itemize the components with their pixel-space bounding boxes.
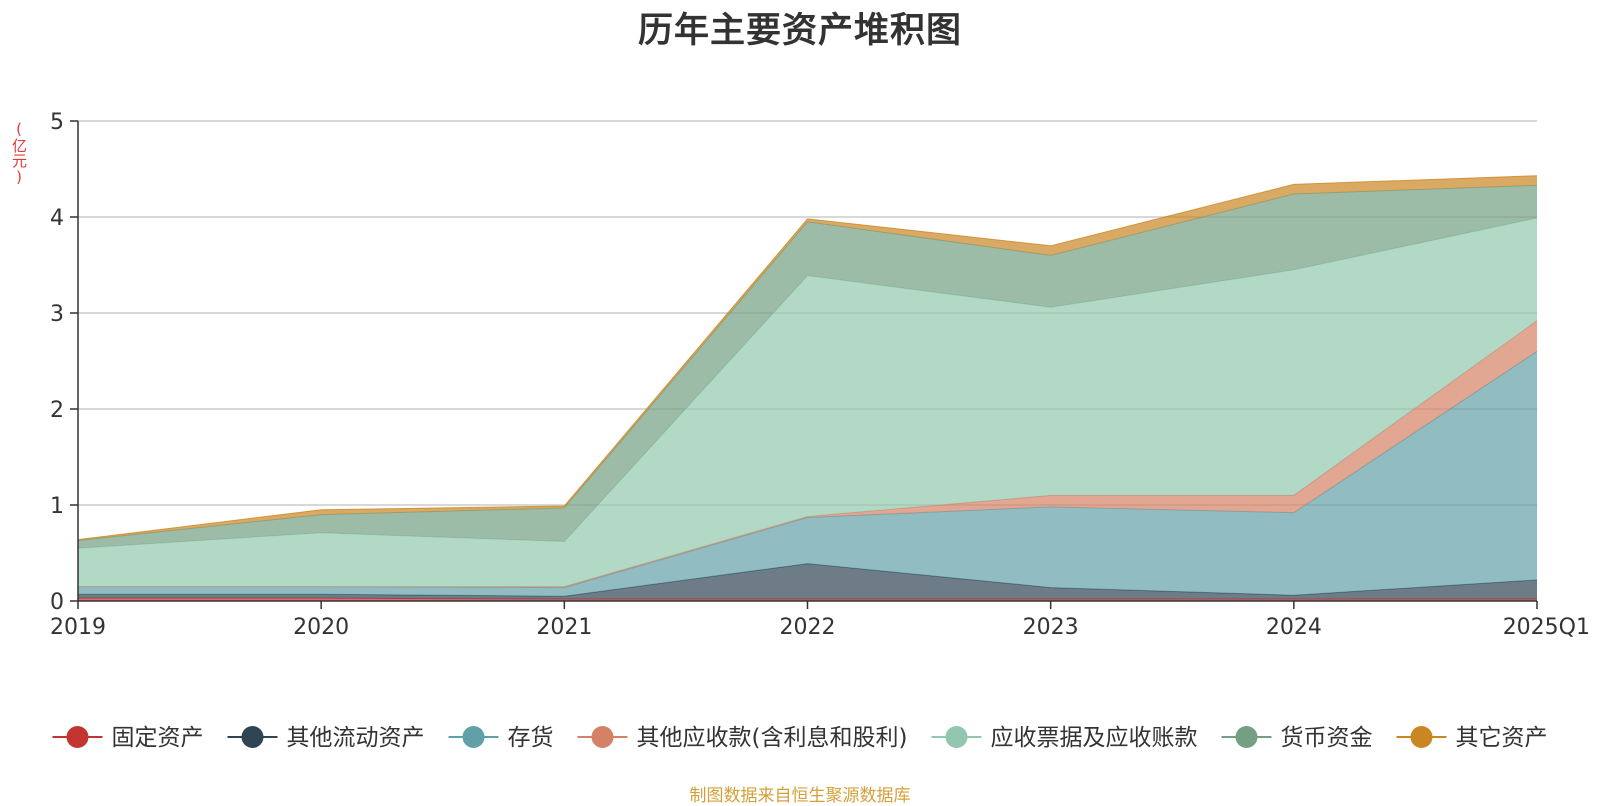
area-series-4 bbox=[78, 218, 1537, 587]
y-tick-label: 4 bbox=[50, 206, 64, 231]
legend-item-3[interactable]: 其他应收款(含利息和股利) bbox=[577, 725, 908, 751]
y-tick-label: 2 bbox=[50, 398, 64, 423]
area-series-5 bbox=[78, 185, 1537, 549]
source-note: 制图数据来自恒生聚源数据库 bbox=[689, 786, 911, 806]
legend-label: 其他应收款(含利息和股利) bbox=[637, 725, 908, 751]
x-tick-label: 2020 bbox=[293, 615, 349, 640]
x-tick-label: 2021 bbox=[536, 615, 592, 640]
legend-marker bbox=[66, 726, 89, 748]
y-tick-label: 1 bbox=[50, 494, 64, 519]
legend-item-5[interactable]: 货币资金 bbox=[1221, 725, 1373, 751]
area-series-2 bbox=[78, 351, 1537, 597]
legend-marker bbox=[945, 726, 968, 748]
y-tick-label: 3 bbox=[50, 302, 64, 327]
x-tick-label: 2023 bbox=[1023, 615, 1079, 640]
area-series-1 bbox=[78, 563, 1537, 600]
y-tick-label: 0 bbox=[50, 590, 64, 615]
legend[interactable]: 固定资产 其他流动资产 存货 其他应收款(含利息和股利) 应收票据及应收账款 货币资金 其它… bbox=[52, 725, 1548, 751]
series-line-6 bbox=[77, 175, 1538, 541]
legend-marker bbox=[591, 726, 614, 748]
area-series bbox=[77, 175, 1538, 601]
legend-item-2[interactable]: 存货 bbox=[448, 725, 554, 751]
legend-marker bbox=[1410, 726, 1433, 748]
chart-title: 历年主要资产堆积图 bbox=[637, 11, 962, 51]
y-tick-label: 5 bbox=[50, 110, 64, 135]
legend-marker bbox=[462, 726, 485, 748]
x-tick-label: 2024 bbox=[1266, 615, 1322, 640]
legend-item-6[interactable]: 其它资产 bbox=[1396, 725, 1548, 751]
legend-item-4[interactable]: 应收票据及应收账款 bbox=[931, 725, 1198, 751]
legend-label: 应收票据及应收账款 bbox=[991, 725, 1198, 751]
axes: 0 1 2 3 4 5 2019 2020 2021 2022 2023 2024 2025Q1 bbox=[50, 110, 1590, 640]
x-tick-label: 2022 bbox=[780, 615, 836, 640]
y-axis-unit-label: (亿元) bbox=[10, 120, 28, 186]
legend-label: 其它资产 bbox=[1456, 725, 1548, 751]
legend-label: 存货 bbox=[508, 725, 554, 751]
legend-label: 货币资金 bbox=[1281, 725, 1373, 751]
x-tick-label: 2019 bbox=[50, 615, 106, 640]
legend-label: 固定资产 bbox=[112, 725, 204, 751]
legend-item-1[interactable]: 其他流动资产 bbox=[227, 725, 425, 751]
legend-label: 其他流动资产 bbox=[287, 725, 425, 751]
x-tick-label: 2025Q1 bbox=[1503, 615, 1590, 640]
legend-marker bbox=[241, 726, 264, 748]
legend-marker bbox=[1235, 726, 1258, 748]
legend-item-0[interactable]: 固定资产 bbox=[52, 725, 204, 751]
